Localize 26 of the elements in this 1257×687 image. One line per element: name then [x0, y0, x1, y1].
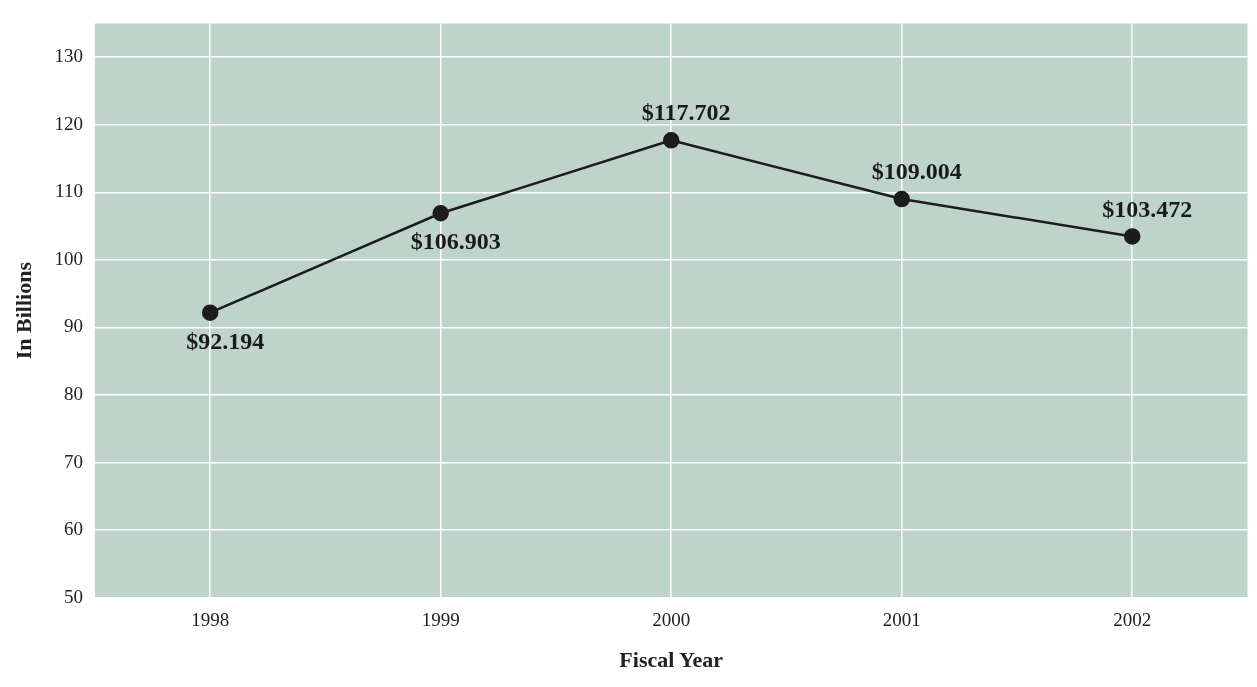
y-tick-label: 100 [54, 247, 83, 269]
point [201, 304, 219, 321]
data-label: $106.903 [410, 228, 501, 255]
x-tick-label: 2001 [882, 609, 921, 631]
x-tick-label: 1998 [191, 609, 230, 631]
x-tick-label: 1999 [421, 609, 460, 631]
y-tick-label: 120 [54, 112, 83, 134]
data-label: $103.472 [1102, 195, 1193, 222]
y-tick-label: 110 [55, 180, 83, 202]
point [1123, 228, 1141, 245]
data-label: $109.004 [871, 158, 962, 185]
point [432, 205, 449, 222]
y-axis-title: In Billions [10, 261, 36, 360]
y-tick-label: 130 [54, 45, 83, 67]
x-axis-title: Fiscal Year [619, 647, 724, 673]
point [662, 132, 680, 149]
x-tick-label: 2000 [652, 609, 691, 631]
y-tick-label: 60 [63, 518, 83, 540]
point [893, 190, 910, 208]
y-tick-label: 50 [63, 585, 83, 607]
data-label: $117.702 [641, 99, 731, 126]
y-tick-label: 80 [63, 383, 83, 405]
x-tick-label: 2002 [1113, 609, 1152, 631]
y-tick-label: 70 [63, 450, 83, 472]
y-tick-label: 90 [63, 315, 83, 337]
data-label: $92.194 [186, 327, 265, 354]
